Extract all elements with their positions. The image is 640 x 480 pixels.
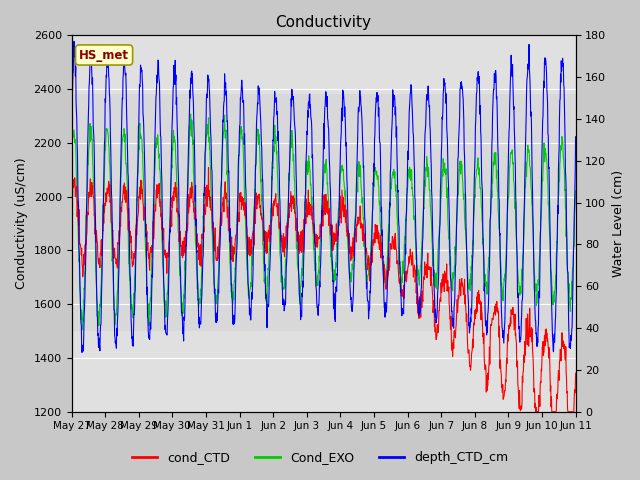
Title: Conductivity: Conductivity: [276, 15, 372, 30]
Legend: cond_CTD, Cond_EXO, depth_CTD_cm: cond_CTD, Cond_EXO, depth_CTD_cm: [127, 446, 513, 469]
Y-axis label: Water Level (cm): Water Level (cm): [612, 170, 625, 277]
Text: HS_met: HS_met: [79, 48, 129, 61]
Bar: [72, 95, 575, 331]
Y-axis label: Conductivity (uS/cm): Conductivity (uS/cm): [15, 158, 28, 289]
